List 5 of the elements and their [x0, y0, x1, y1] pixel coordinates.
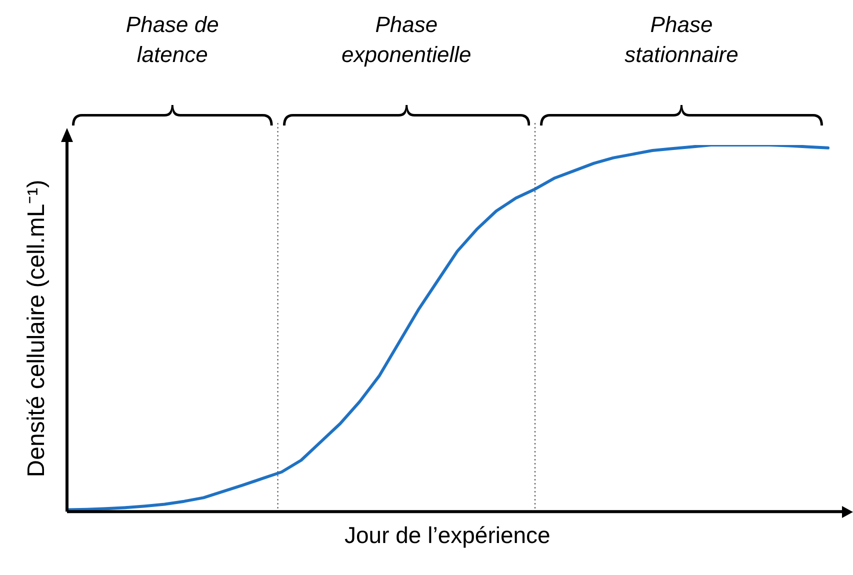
text: Phase exponentielle [342, 11, 472, 69]
text: Phase de latence [126, 11, 219, 69]
y-axis-title: Densité cellulaire (cell.mL⁻¹) [22, 180, 51, 478]
text: Phase stationnaire [624, 11, 738, 69]
x-axis-title: Jour de l’expérience [344, 522, 550, 549]
